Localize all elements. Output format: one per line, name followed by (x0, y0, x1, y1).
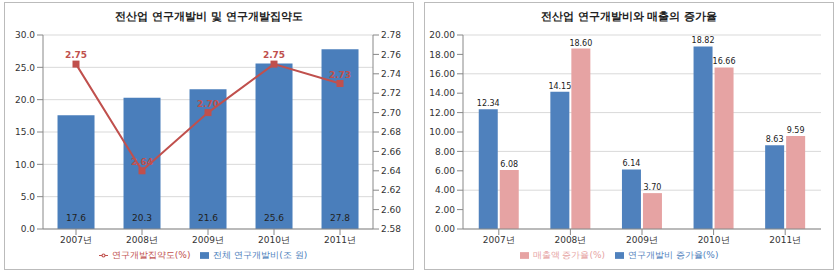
svg-text:2007년: 2007년 (483, 235, 515, 245)
svg-text:10.0: 10.0 (15, 160, 35, 170)
svg-text:2.60: 2.60 (381, 205, 401, 215)
svg-text:2.74: 2.74 (381, 69, 401, 79)
svg-text:2.75: 2.75 (65, 50, 87, 60)
svg-text:2.64: 2.64 (381, 166, 401, 176)
svg-text:2.58: 2.58 (381, 224, 401, 234)
svg-text:2008년: 2008년 (554, 235, 586, 245)
svg-text:2010년: 2010년 (258, 235, 290, 245)
svg-text:0.0: 0.0 (21, 224, 36, 234)
svg-text:12.00: 12.00 (429, 108, 455, 118)
svg-text:20.0: 20.0 (15, 95, 35, 105)
svg-text:8.00: 8.00 (435, 147, 455, 157)
svg-text:18.82: 18.82 (692, 36, 715, 45)
svg-text:8.63: 8.63 (766, 135, 784, 144)
svg-text:6.14: 6.14 (623, 159, 641, 168)
html-text:전산업 연구개발비와 매출의 증가율: 전산업 연구개발비와 매출의 증가율 (540, 10, 718, 23)
html-text:연구개발비 증가율(%): 연구개발비 증가율(%) (628, 250, 719, 260)
svg-text:2011년: 2011년 (324, 235, 356, 245)
svg-text:2.00: 2.00 (435, 205, 455, 215)
svg-text:14.15: 14.15 (548, 82, 571, 91)
svg-text:3.70: 3.70 (644, 183, 662, 192)
svg-text:2.76: 2.76 (381, 50, 401, 60)
svg-text:2009년: 2009년 (626, 235, 658, 245)
svg-text:12.34: 12.34 (477, 99, 500, 108)
svg-text:2.66: 2.66 (381, 147, 401, 157)
svg-text:2010년: 2010년 (698, 235, 730, 245)
svg-text:20.00: 20.00 (429, 30, 455, 40)
svg-text:2.78: 2.78 (381, 30, 401, 40)
svg-text:25.0: 25.0 (15, 63, 35, 73)
svg-text:2011년: 2011년 (769, 235, 801, 245)
html-text:연구개발집약도(%): 연구개발집약도(%) (111, 250, 191, 260)
html-text:전산업 연구개발비 및 연구개발집약도: 전산업 연구개발비 및 연구개발집약도 (115, 10, 303, 23)
svg-text:15.0: 15.0 (15, 127, 35, 137)
svg-text:18.60: 18.60 (569, 39, 592, 48)
svg-text:18.00: 18.00 (429, 50, 455, 60)
svg-text:5.0: 5.0 (21, 192, 36, 202)
svg-text:2.73: 2.73 (329, 70, 351, 80)
svg-text:16.00: 16.00 (429, 69, 455, 79)
svg-text:2007년: 2007년 (60, 235, 92, 245)
svg-text:4.00: 4.00 (435, 185, 455, 195)
svg-text:9.59: 9.59 (787, 126, 805, 135)
html-text:매출액 증가율(%): 매출액 증가율(%) (532, 250, 605, 260)
svg-text:2.75: 2.75 (263, 50, 285, 60)
svg-text:10.00: 10.00 (429, 127, 455, 137)
svg-text:0.00: 0.00 (435, 224, 455, 234)
svg-text:20.3: 20.3 (132, 213, 152, 223)
svg-text:2.62: 2.62 (381, 185, 401, 195)
html-text:전체 연구개발비(조 원): 전체 연구개발비(조 원) (213, 250, 308, 260)
svg-text:2009년: 2009년 (192, 235, 224, 245)
svg-text:6.08: 6.08 (500, 160, 518, 169)
svg-text:2.72: 2.72 (381, 88, 401, 98)
svg-text:2.68: 2.68 (381, 127, 401, 137)
svg-text:2.70: 2.70 (381, 108, 401, 118)
svg-text:27.8: 27.8 (330, 213, 350, 223)
svg-text:6.00: 6.00 (435, 166, 455, 176)
svg-text:25.6: 25.6 (264, 213, 284, 223)
svg-text:30.0: 30.0 (15, 30, 35, 40)
svg-text:17.6: 17.6 (66, 213, 86, 223)
svg-text:14.00: 14.00 (429, 88, 455, 98)
svg-text:2008년: 2008년 (126, 235, 158, 245)
svg-text:2.70: 2.70 (197, 99, 219, 109)
svg-text:2.64: 2.64 (131, 157, 153, 167)
svg-text:21.6: 21.6 (198, 213, 218, 223)
svg-text:16.66: 16.66 (713, 57, 736, 66)
